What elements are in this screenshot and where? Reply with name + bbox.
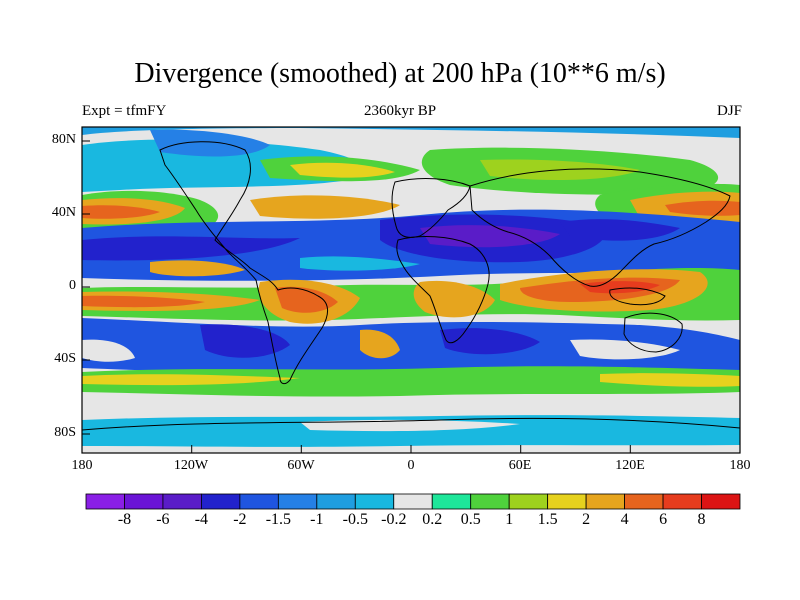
colorbar-tick-label: 0.5 [460,511,481,528]
lat-label-40n: 40N [51,205,76,220]
lat-label-80n: 80N [51,132,76,147]
field-pacific-deep-blue [82,236,300,261]
colorbar-swatch [85,493,125,510]
colorbar-tick-label: 1 [505,511,514,528]
colorbar-tick-label: 2 [582,511,591,528]
time-label: 2360kyr BP [363,103,437,119]
field-africa-purple [420,225,560,248]
lon-label-180w: 180 [71,458,93,473]
coastline-antarctica [82,417,740,431]
coastline-australia [623,312,683,353]
field-sh-gap-east [570,339,680,360]
colorbar-swatch [470,493,510,510]
colorbar-tick-label: 1.5 [537,511,558,528]
colorbar-tick-label: -6 [156,511,170,528]
field-sh-indian-deep-blue [440,328,540,355]
colorbar-swatch [624,493,664,510]
field-polar-strip [82,127,740,138]
colorbar-swatch [239,493,279,510]
colorbar-swatch [316,493,356,510]
field-sh-yellow-east [600,373,740,387]
field-pacific-red [82,205,160,219]
field-asia-deep-blue [560,219,680,241]
season-label: DJF [716,103,742,119]
colorbar-swatch [701,493,741,510]
field-pacific-orange-tongue [150,260,245,277]
colorbar-tick-label: -1.5 [265,511,292,528]
experiment-label: Expt = tfmFY [82,103,167,119]
field-sh-yellow-west [82,374,300,386]
colorbar-tick-label: 8 [697,511,706,528]
field-atlantic-cyan [300,256,420,271]
colorbar-tick-label: 6 [659,511,668,528]
field-maritime-red [580,281,660,294]
colorbar-tick-label: -0.2 [381,511,407,528]
coastlines [82,141,740,431]
lat-label-80s: 80S [54,425,76,440]
field-sh-gap-west [82,339,135,362]
colorbar-swatch [431,493,472,510]
field-atlantic-orange [250,195,400,219]
field-westpac-red [665,200,740,216]
colorbar-tick-label: -8 [117,511,132,528]
colorbar-swatch [393,493,433,510]
colorbar-tick-label: 4 [620,511,629,528]
colorbar-tick-label: -0.5 [342,511,368,528]
coastline-americas [159,141,328,385]
coastline-europe [391,178,471,238]
colorbar-tick-label: -2 [233,511,247,528]
field-africa-orange [413,280,495,318]
colorbar [85,493,741,510]
colorbar-tick-label: 0.2 [422,511,443,528]
coastline-africa [396,236,490,344]
field-pacific-itcz-red [82,295,205,308]
colorbar-swatch [585,493,625,510]
colorbar-swatch [662,493,702,510]
field-sh-pacific-deep-blue [200,324,290,358]
lat-label-40s: 40S [54,351,76,366]
colorbar-swatch [124,493,164,510]
field-sh-atlantic-orange [360,329,400,359]
field-atlantic-yellow [290,162,395,178]
colorbar-swatch [547,493,587,510]
axis-ticks [81,140,741,453]
colorbar-swatch [277,493,318,510]
coastline-indonesia [609,287,666,306]
lon-label-180e: 180 [729,458,751,473]
lat-label-0: 0 [69,278,76,293]
field-samerica-red [275,286,338,313]
plot-title: Divergence (smoothed) at 200 hPa (10**6 … [134,58,666,89]
colorbar-swatch [354,493,395,510]
colorbar-tick-label: -4 [194,511,209,528]
lon-label-0: 0 [407,458,415,473]
divergence-field [82,127,740,453]
field-sh-green-band [82,366,740,397]
field-antarctic-gap [300,419,520,432]
colorbar-swatch [508,493,549,510]
lon-label-60w: 60W [287,458,315,473]
lon-label-120e: 120E [615,458,645,473]
lon-label-60e: 60E [508,458,532,473]
lon-label-120w: 120W [173,458,209,473]
colorbar-swatch [201,493,241,510]
colorbar-tick-label: -1 [310,511,324,528]
field-nh-blue-patch [150,129,270,157]
colorbar-swatch [162,493,202,510]
coastline-asia [469,168,731,287]
